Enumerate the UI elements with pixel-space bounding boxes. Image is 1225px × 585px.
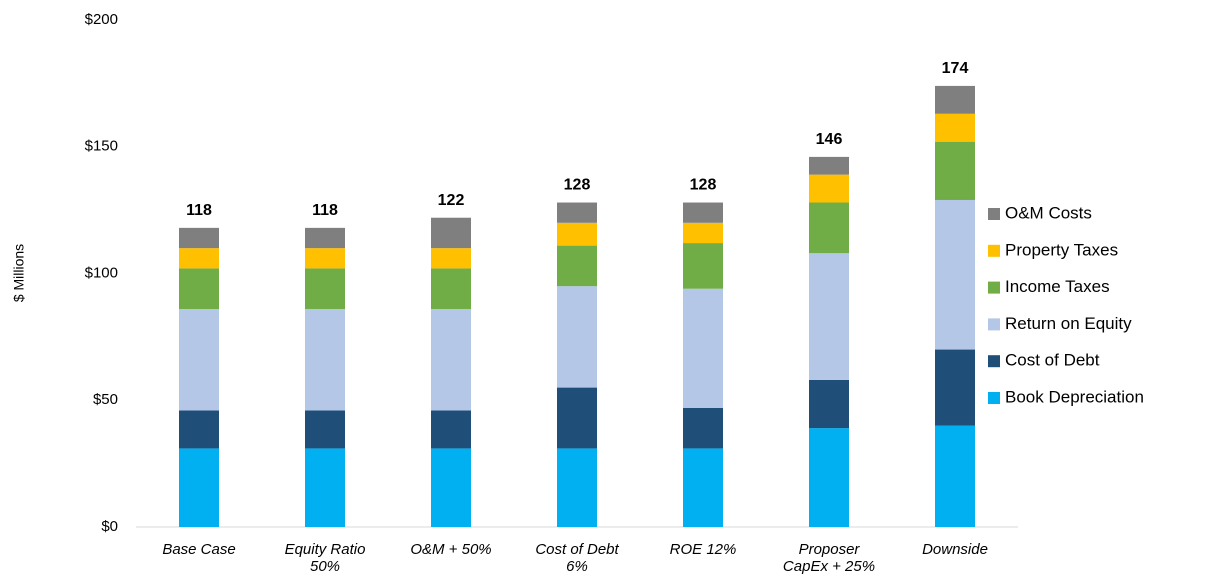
bar-segment [305, 448, 345, 527]
legend-label: Income Taxes [1005, 277, 1110, 296]
bar-segment [431, 448, 471, 527]
bar-segment [431, 268, 471, 309]
bar-segment [935, 141, 975, 200]
x-tick-label: O&M + 50% [410, 541, 492, 558]
bar-segment [683, 202, 723, 223]
x-tick-label: Cost of Debt 6% [535, 541, 619, 575]
bar-segment [305, 268, 345, 309]
bar-segment [683, 448, 723, 527]
bar-segment [305, 248, 345, 269]
y-tick-label: $200 [85, 11, 118, 28]
legend-swatch [988, 281, 1000, 294]
y-axis-label: $ Millions [11, 244, 27, 302]
legend-label: Cost of Debt [1005, 351, 1100, 370]
legend-label: Return on Equity [1005, 314, 1132, 333]
bar-segment [935, 113, 975, 142]
x-tick-label: Proposer CapEx + 25% [782, 541, 876, 575]
bar-segment [809, 253, 849, 380]
total-label: 118 [186, 202, 212, 219]
legend-swatch [988, 355, 1000, 368]
bar-segment [557, 222, 597, 246]
bar-segment [809, 202, 849, 254]
bar-segment [809, 156, 849, 175]
bar-segment [557, 286, 597, 388]
bar-segment [431, 248, 471, 269]
y-tick-label: $100 [85, 264, 118, 281]
bar-segment [557, 202, 597, 223]
x-tick-label: Downside [922, 541, 988, 558]
bar-segment [935, 85, 975, 114]
bar-segment [431, 217, 471, 249]
legend-swatch [988, 392, 1000, 404]
y-tick-label: $50 [93, 391, 118, 408]
bar-segment [431, 410, 471, 449]
bar-segment [179, 308, 219, 411]
bar-segment [431, 308, 471, 411]
total-label: 128 [564, 177, 591, 194]
bar-segment [809, 379, 849, 429]
legend-swatch [988, 208, 1000, 220]
total-label: 128 [690, 177, 717, 194]
y-tick-label: $150 [85, 138, 118, 155]
x-tick-label: ROE 12% [669, 541, 737, 558]
bar-segment [179, 248, 219, 269]
bar-segment [935, 349, 975, 426]
bar-segment [683, 243, 723, 289]
legend-label: Property Taxes [1005, 240, 1118, 259]
bar-segment [305, 227, 345, 249]
total-label: 174 [942, 60, 969, 77]
bar-segment [557, 387, 597, 449]
bar-segment [179, 410, 219, 449]
bar-segment [179, 448, 219, 527]
legend-label: Book Depreciation [1005, 387, 1144, 406]
bar-segment [935, 425, 975, 527]
x-tick-label: Base Case [162, 541, 236, 558]
bar-segment [179, 227, 219, 249]
y-tick-label: $0 [101, 518, 118, 535]
bar-segment [305, 410, 345, 449]
total-label: 146 [816, 131, 843, 148]
bar-segment [683, 288, 723, 408]
x-tick-label: Equity Ratio 50% [284, 541, 366, 575]
bar-segment [809, 428, 849, 527]
total-label: 122 [438, 192, 465, 209]
bar-segment [557, 245, 597, 287]
bar-segment [683, 222, 723, 244]
legend-swatch [988, 244, 1000, 257]
bar-segment [683, 407, 723, 449]
legend-swatch [988, 318, 1000, 331]
bar-segment [935, 199, 975, 350]
legend-label: O&M Costs [1005, 203, 1092, 222]
bar-segment [179, 268, 219, 309]
bar-segment [557, 448, 597, 527]
total-label: 118 [312, 202, 338, 219]
bar-segment [809, 174, 849, 203]
bar-segment [305, 308, 345, 411]
